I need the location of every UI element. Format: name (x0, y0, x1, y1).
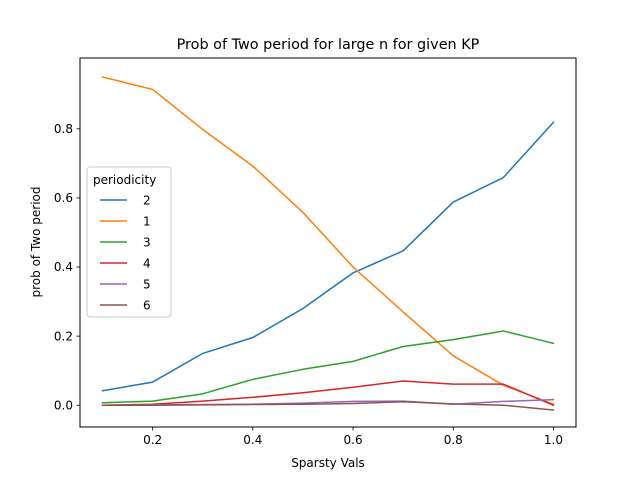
legend-label-2: 2 (143, 193, 151, 207)
series-line-1 (101, 76, 555, 406)
x-tick-label: 1.0 (544, 433, 563, 447)
legend-label-5: 5 (143, 277, 151, 291)
series-line-4 (101, 380, 555, 407)
legend: periodicity 2 1 3 4 5 6 (86, 166, 172, 318)
legend-label-3: 3 (143, 235, 151, 249)
series-line-3 (101, 330, 555, 404)
x-tick-label: 0.8 (444, 433, 463, 447)
plot-lines (101, 76, 555, 411)
series-line-2 (101, 121, 555, 392)
legend-label-6: 6 (143, 298, 151, 312)
legend-title: periodicity (93, 173, 156, 187)
y-tick-label: 0.4 (54, 260, 73, 274)
y-tick-label: 0.2 (54, 329, 73, 343)
legend-box (86, 166, 172, 318)
x-axis: 0.2 0.4 0.6 0.8 1.0 (143, 427, 563, 447)
series-line-6 (101, 401, 555, 411)
x-axis-label: Sparsty Vals (291, 456, 365, 470)
legend-label-4: 4 (143, 256, 151, 270)
y-axis-label: prob of Two period (29, 187, 43, 298)
x-tick-label: 0.6 (344, 433, 363, 447)
x-tick-label: 0.2 (143, 433, 162, 447)
chart-title: Prob of Two period for large n for given… (177, 37, 480, 53)
plot-frame (79, 57, 577, 428)
y-tick-label: 0.6 (54, 191, 73, 205)
y-axis: 0.0 0.2 0.4 0.6 0.8 (54, 122, 80, 412)
y-tick-label: 0.8 (54, 122, 73, 136)
x-tick-label: 0.4 (243, 433, 262, 447)
y-tick-label: 0.0 (54, 398, 73, 412)
legend-label-1: 1 (143, 214, 151, 228)
